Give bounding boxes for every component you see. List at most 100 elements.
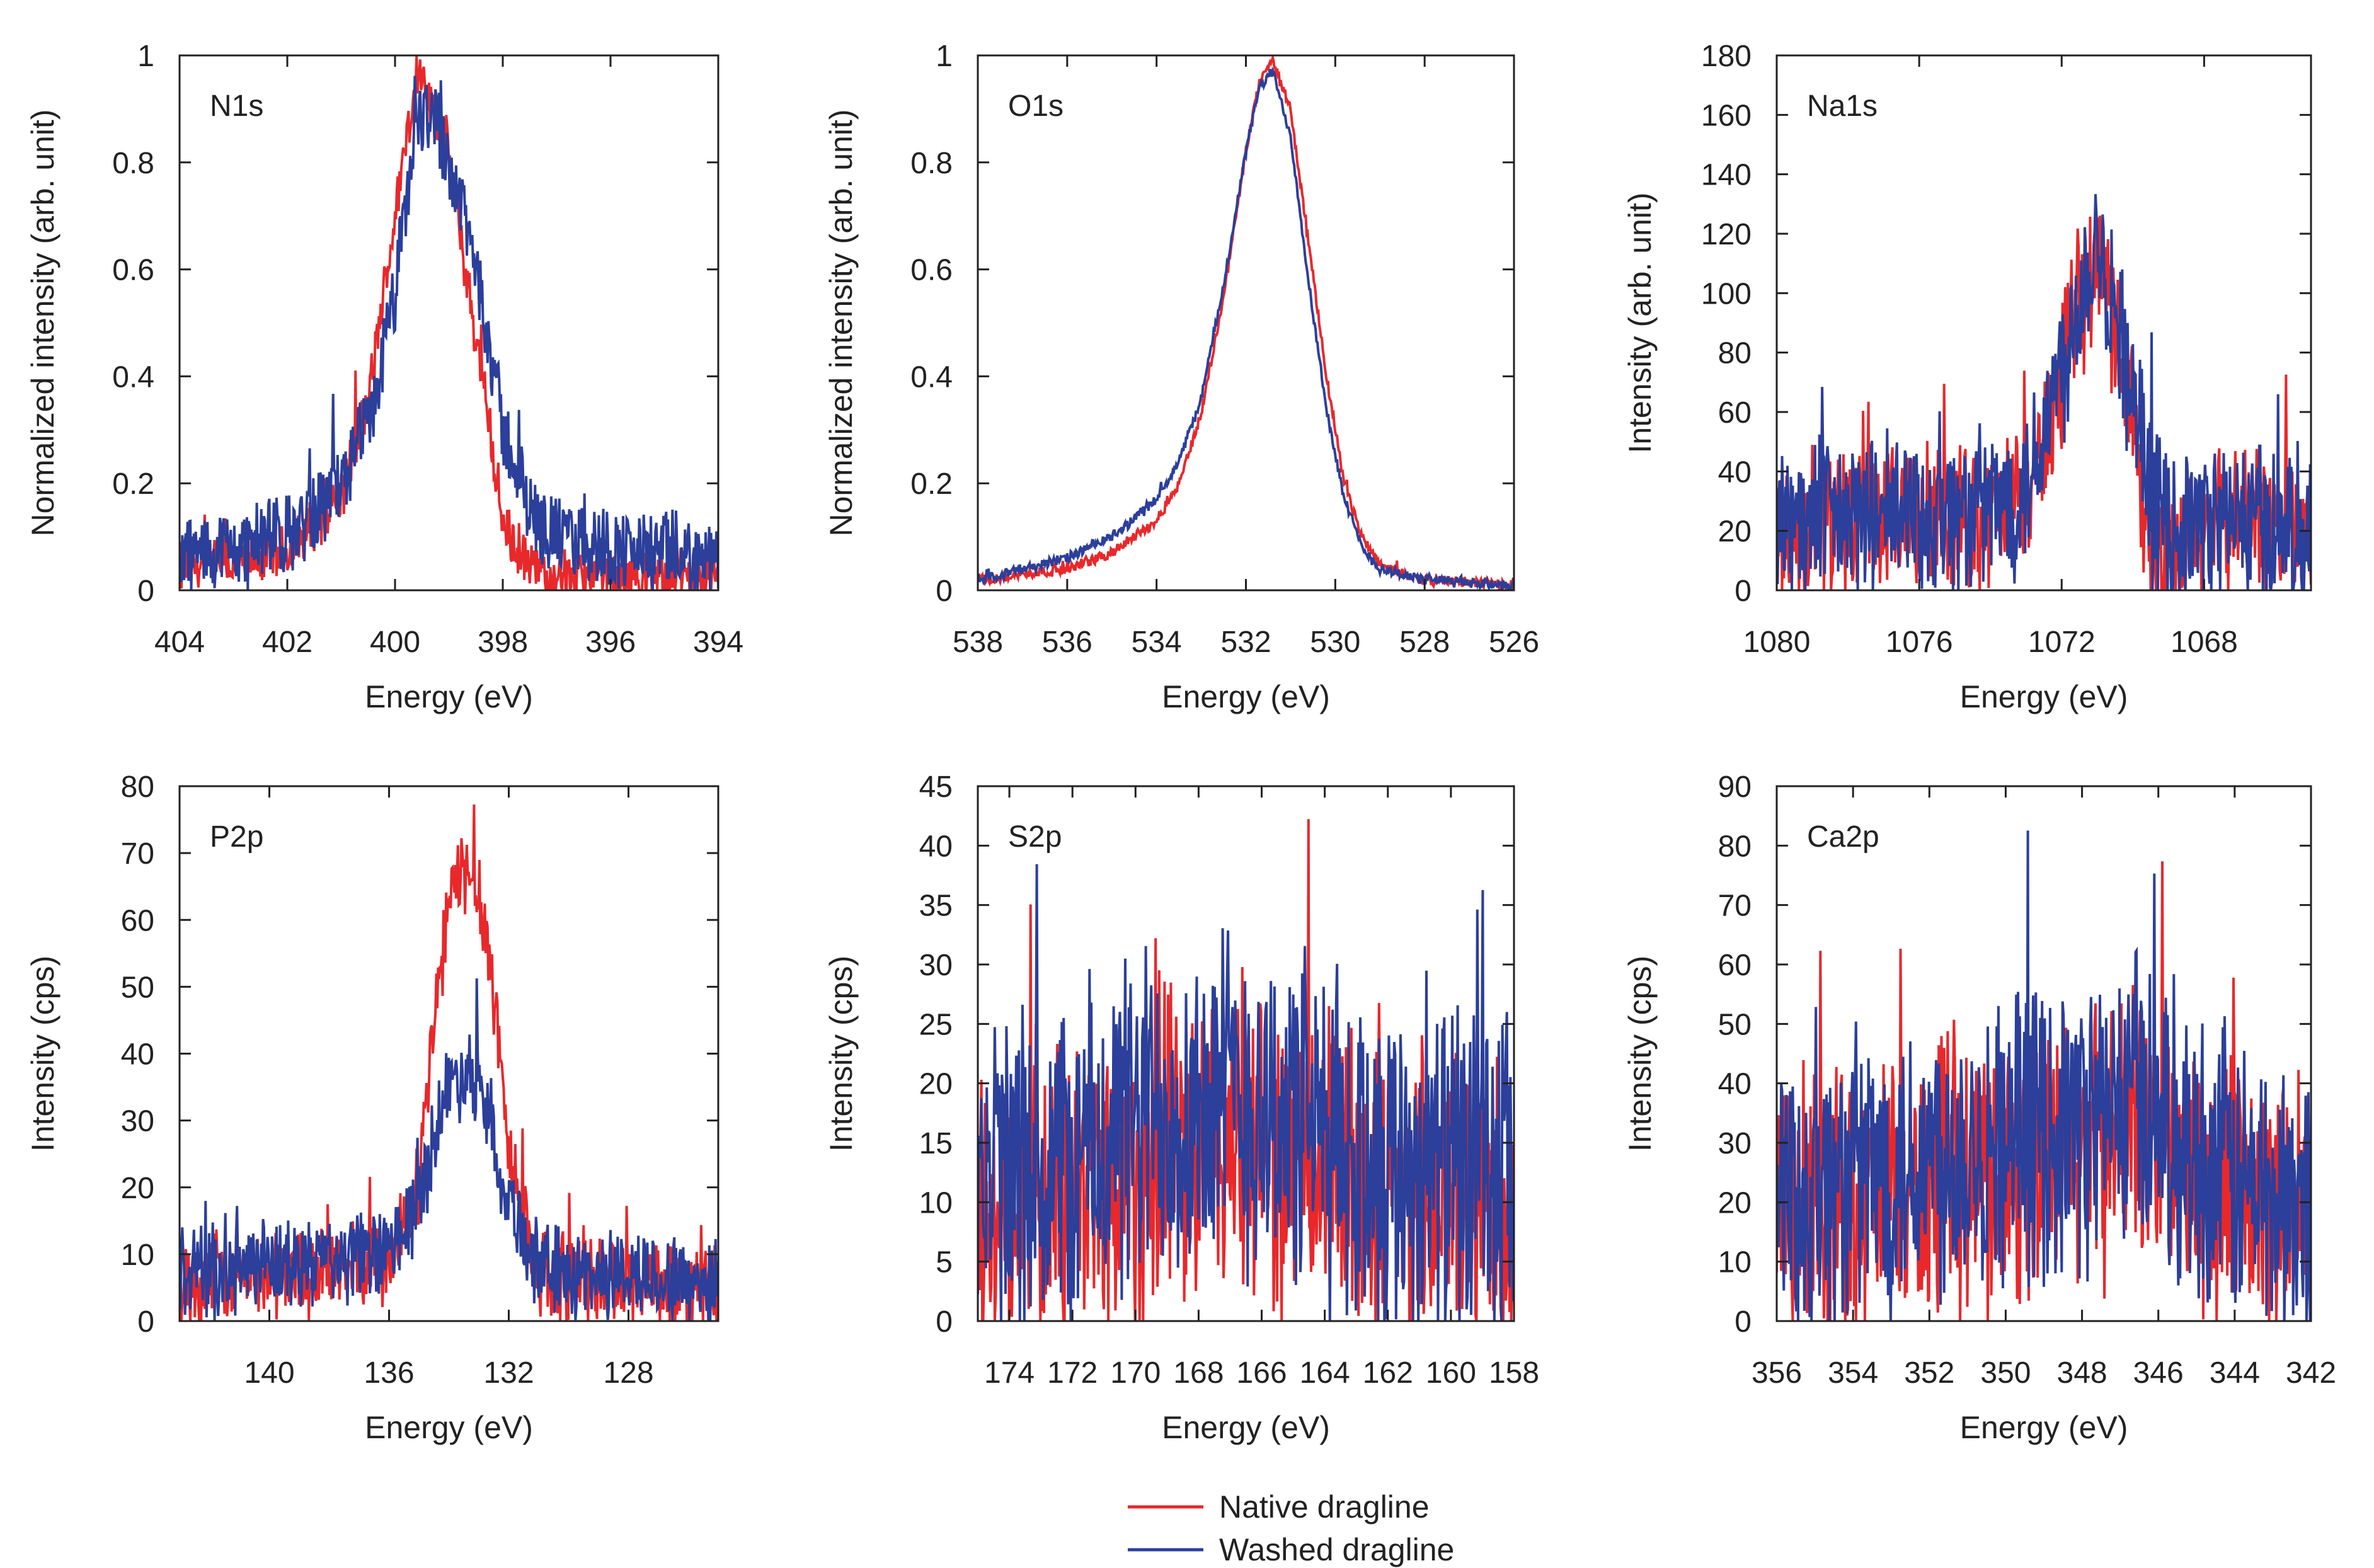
panel-label: Na1s [1807, 89, 1878, 123]
legend-label: Washed dragline [1219, 1532, 1454, 1567]
x-tick-label: 532 [1220, 626, 1271, 659]
x-tick-label: 530 [1310, 626, 1360, 659]
x-tick-label: 172 [1047, 1356, 1098, 1390]
y-tick-label: 20 [1718, 1186, 1752, 1220]
y-axis-title: Intensity (cps) [25, 956, 60, 1152]
y-tick-label: 30 [1718, 1127, 1752, 1160]
y-tick-label: 50 [121, 971, 154, 1004]
series-washed [978, 864, 1514, 1321]
y-tick-label: 40 [1718, 1068, 1752, 1101]
x-tick-label: 342 [2286, 1356, 2336, 1390]
x-axis-title: Energy (eV) [1960, 1410, 2128, 1445]
x-tick-label: 1076 [1886, 626, 1953, 659]
y-tick-label: 0.2 [910, 467, 953, 501]
y-tick-label: 0.8 [112, 147, 154, 180]
y-tick-label: 90 [1718, 770, 1752, 804]
series-washed [1777, 830, 2311, 1321]
y-tick-label: 20 [919, 1068, 953, 1101]
x-tick-label: 170 [1110, 1356, 1161, 1390]
x-tick-label: 402 [262, 626, 313, 659]
x-tick-label: 162 [1363, 1356, 1413, 1390]
x-tick-label: 1080 [1743, 626, 1811, 659]
x-tick-label: 160 [1426, 1356, 1476, 1390]
x-tick-label: 396 [585, 626, 636, 659]
x-tick-label: 1068 [2170, 626, 2238, 659]
panel-label: Ca2p [1807, 820, 1879, 854]
y-tick-label: 140 [1701, 159, 1752, 192]
panel-label: S2p [1008, 820, 1062, 854]
x-tick-label: 166 [1236, 1356, 1287, 1390]
panel-ca2p: 0 10 20 30 40 50 60 70 80 90 356 354 352 350 348 346 344… [1622, 770, 2336, 1445]
y-tick-label: 0.6 [910, 254, 953, 287]
legend: Native dragline Washed dragline [1128, 1489, 1454, 1567]
x-axis-title: Energy (eV) [1162, 1410, 1330, 1445]
x-tick-label: 538 [953, 626, 1003, 659]
y-tick-label: 160 [1701, 99, 1752, 132]
y-tick-label: 30 [121, 1105, 154, 1138]
x-tick-label: 534 [1132, 626, 1182, 659]
y-tick-label: 60 [1718, 949, 1752, 982]
panel-label: N1s [210, 89, 263, 123]
y-tick-label: 70 [121, 837, 154, 871]
y-tick-label: 80 [1718, 830, 1752, 863]
x-tick-label: 174 [984, 1356, 1035, 1390]
series-washed [180, 76, 718, 590]
series-native [978, 55, 1514, 590]
x-tick-label: 128 [603, 1356, 653, 1390]
x-tick-label: 158 [1489, 1356, 1539, 1390]
y-tick-label: 15 [919, 1127, 953, 1160]
y-tick-label: 25 [919, 1008, 953, 1041]
y-tick-label: 0 [1735, 575, 1752, 608]
y-tick-label: 0.4 [112, 360, 154, 394]
series-washed [978, 66, 1514, 590]
x-tick-label: 132 [483, 1356, 534, 1390]
x-tick-label: 526 [1489, 626, 1539, 659]
panel-na1s: 0 20 40 60 80 100 120 140 160 180 1080 1076 1072 1068… [1622, 40, 2312, 714]
y-tick-label: 30 [919, 949, 953, 982]
plot-frame [1775, 54, 2312, 592]
y-tick-label: 10 [919, 1186, 953, 1220]
y-tick-label: 20 [121, 1172, 154, 1205]
y-tick-label: 0 [1735, 1305, 1752, 1339]
y-tick-label: 20 [1718, 515, 1752, 549]
y-axis-title: Normalized intensity (arb. unit) [25, 109, 60, 536]
plot-frame [1775, 785, 2312, 1322]
x-tick-label: 528 [1399, 626, 1450, 659]
y-tick-label: 0 [936, 575, 953, 608]
legend-label: Native dragline [1219, 1489, 1430, 1525]
y-tick-label: 0 [137, 575, 154, 608]
y-tick-label: 40 [121, 1038, 154, 1072]
plot-frame [178, 54, 720, 592]
x-axis-title: Energy (eV) [365, 1410, 533, 1445]
y-tick-label: 40 [919, 830, 953, 863]
series-native [180, 804, 718, 1321]
y-tick-label: 40 [1718, 455, 1752, 489]
x-tick-label: 344 [2210, 1356, 2260, 1390]
y-tick-label: 5 [936, 1246, 953, 1279]
y-tick-label: 0.4 [910, 360, 953, 394]
x-tick-label: 352 [1904, 1356, 1954, 1390]
panel-o1s: 0 0.2 0.4 0.6 0.8 1 538 536 534 532 530 528 526 Energ… [823, 40, 1539, 714]
x-tick-label: 1072 [2028, 626, 2096, 659]
y-tick-label: 0.6 [112, 254, 154, 287]
y-tick-label: 0.2 [112, 467, 154, 501]
y-axis-title: Intensity (cps) [823, 956, 859, 1152]
x-axis-title: Energy (eV) [1960, 679, 2128, 714]
series-washed [1777, 194, 2311, 590]
y-tick-label: 80 [1718, 337, 1752, 370]
y-axis-title: Intensity (cps) [1622, 956, 1658, 1152]
y-tick-label: 10 [1718, 1246, 1752, 1279]
x-tick-label: 346 [2133, 1356, 2184, 1390]
y-tick-label: 60 [121, 904, 154, 937]
x-tick-label: 354 [1828, 1356, 1878, 1390]
panel-n1s: 0 0.2 0.4 0.6 0.8 1 404 402 400 398 396 394 Energy (… [25, 40, 743, 714]
y-axis-title: Intensity (arb. unit) [1622, 192, 1658, 453]
y-tick-label: 0 [936, 1305, 953, 1339]
y-tick-label: 120 [1701, 218, 1752, 251]
x-tick-label: 398 [478, 626, 528, 659]
y-tick-label: 1 [936, 40, 953, 73]
x-tick-label: 350 [1980, 1356, 2031, 1390]
x-tick-label: 404 [154, 626, 205, 659]
y-tick-label: 180 [1701, 40, 1752, 73]
x-axis-title: Energy (eV) [365, 679, 533, 714]
